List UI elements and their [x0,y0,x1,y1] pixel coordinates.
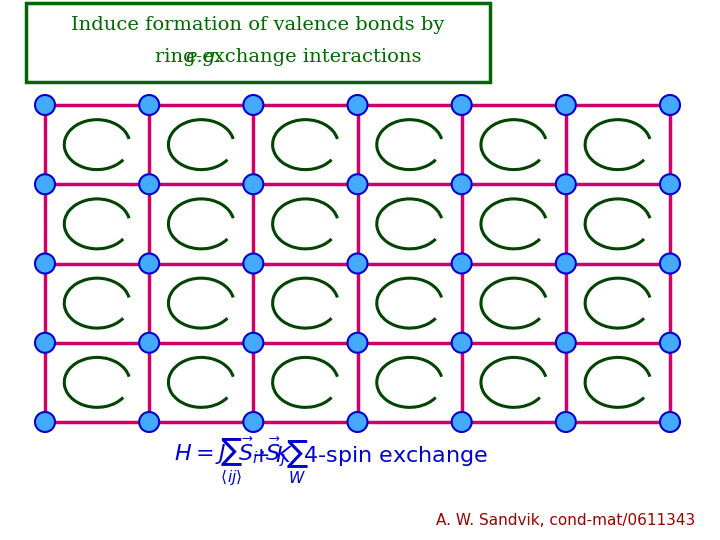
Circle shape [35,333,55,353]
Circle shape [660,95,680,115]
Circle shape [556,95,576,115]
Circle shape [451,412,472,432]
FancyBboxPatch shape [26,3,490,82]
Text: Induce formation of valence bonds by: Induce formation of valence bonds by [71,16,445,34]
Circle shape [451,95,472,115]
Circle shape [451,253,472,273]
Circle shape [660,412,680,432]
Circle shape [348,253,367,273]
Circle shape [243,253,264,273]
Circle shape [243,174,264,194]
Circle shape [660,333,680,353]
Circle shape [451,174,472,194]
Circle shape [348,333,367,353]
Circle shape [139,253,159,273]
Circle shape [139,174,159,194]
Text: A. W. Sandvik, cond-mat/0611343: A. W. Sandvik, cond-mat/0611343 [436,513,695,528]
Circle shape [660,174,680,194]
Circle shape [556,253,576,273]
Circle shape [348,412,367,432]
Circle shape [243,412,264,432]
Circle shape [660,253,680,273]
Circle shape [139,412,159,432]
Circle shape [348,174,367,194]
Text: e.g.: e.g. [185,48,221,66]
Circle shape [35,412,55,432]
Circle shape [348,95,367,115]
Circle shape [451,333,472,353]
Circle shape [139,333,159,353]
Circle shape [243,95,264,115]
Circle shape [556,412,576,432]
Circle shape [139,95,159,115]
Circle shape [35,253,55,273]
Circle shape [556,174,576,194]
Circle shape [556,333,576,353]
Text: ring-exchange interactions: ring-exchange interactions [155,48,421,66]
Circle shape [35,174,55,194]
Text: $H = J\!\sum_{\langle ij\rangle}\!\vec{S}_i\!\cdot\!\vec{S}_j$: $H = J\!\sum_{\langle ij\rangle}\!\vec{S… [174,436,287,488]
Circle shape [35,95,55,115]
Circle shape [243,333,264,353]
Text: $+\; K\!\sum_{W}\!\text{4-spin exchange}$: $+\; K\!\sum_{W}\!\text{4-spin exchange}… [251,438,489,485]
